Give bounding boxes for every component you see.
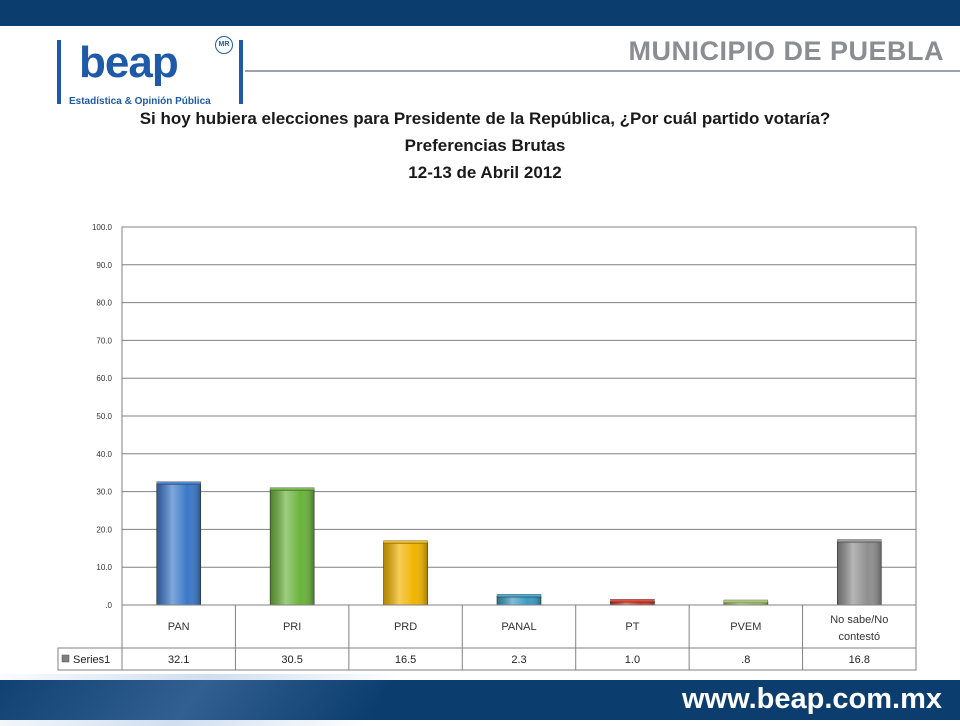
legend-swatch <box>61 654 70 663</box>
data-label: 1.0 <box>625 654 640 666</box>
x-tick-label: PANAL <box>501 621 536 633</box>
data-label: 16.8 <box>849 654 870 666</box>
beap-logo: beap MR Estadística & Opinión Pública <box>55 34 245 112</box>
x-tick-label: contestó <box>838 631 880 643</box>
data-label: 30.5 <box>281 654 302 666</box>
y-tick-label: 100.0 <box>92 223 113 232</box>
data-label: 16.5 <box>395 654 416 666</box>
y-tick-label: 40.0 <box>96 450 112 459</box>
bar-sheen <box>610 601 655 605</box>
x-tick-label: PT <box>625 621 639 633</box>
y-tick-label: 30.0 <box>96 488 112 497</box>
bar-sheen <box>383 542 428 605</box>
bar-top <box>610 599 655 603</box>
y-tick-label: 60.0 <box>96 374 112 383</box>
header-divider <box>245 70 960 72</box>
top-banner <box>0 0 960 26</box>
y-tick-label: 10.0 <box>96 563 112 572</box>
chart-titles: Si hoy hubiera elecciones para President… <box>130 106 840 185</box>
legend-series-name: Series1 <box>73 654 110 666</box>
y-tick-label: 80.0 <box>96 299 112 308</box>
bar-top <box>269 487 315 491</box>
bar-top <box>156 481 201 485</box>
x-tick-label: PAN <box>168 621 190 633</box>
chart-subtitle-2: 12-13 de Abril 2012 <box>408 163 562 182</box>
logo-bar-left <box>57 40 61 104</box>
data-label: .8 <box>741 654 750 666</box>
bar-sheen <box>270 489 315 605</box>
x-tick-label: PVEM <box>730 621 761 633</box>
x-tick-label: No sabe/No <box>830 614 888 626</box>
footer-url: www.beap.com.mx <box>682 683 942 715</box>
logo-bar-right <box>239 40 243 104</box>
bar-top <box>496 594 542 598</box>
bar-top <box>723 599 769 604</box>
chart-title: Si hoy hubiera elecciones para President… <box>139 109 831 128</box>
x-tick-label: PRI <box>283 621 301 633</box>
region-title: MUNICIPIO DE PUEBLA <box>628 36 944 66</box>
y-tick-label: 50.0 <box>96 412 112 421</box>
y-tick-label: 90.0 <box>96 261 112 270</box>
logo-tagline: Estadística & Opinión Pública <box>69 96 211 107</box>
bar-top <box>837 539 882 543</box>
data-label: 2.3 <box>511 654 526 666</box>
chart-subtitle-1: Preferencias Brutas <box>404 136 566 155</box>
bar-sheen <box>837 541 882 605</box>
values-row <box>57 647 917 671</box>
bar-sheen <box>723 601 768 605</box>
logo-wordmark: beap <box>79 38 179 87</box>
bottom-banner <box>0 674 960 726</box>
trademark-badge: MR <box>215 36 233 54</box>
x-tick-label: PRD <box>394 621 417 633</box>
bar-top <box>383 540 428 544</box>
y-tick-label: .0 <box>105 601 112 610</box>
y-tick-label: 20.0 <box>96 525 112 534</box>
bar-sheen <box>156 483 201 605</box>
y-tick-label: 70.0 <box>96 336 112 345</box>
data-label: 32.1 <box>168 654 189 666</box>
bar-sheen <box>497 596 541 605</box>
